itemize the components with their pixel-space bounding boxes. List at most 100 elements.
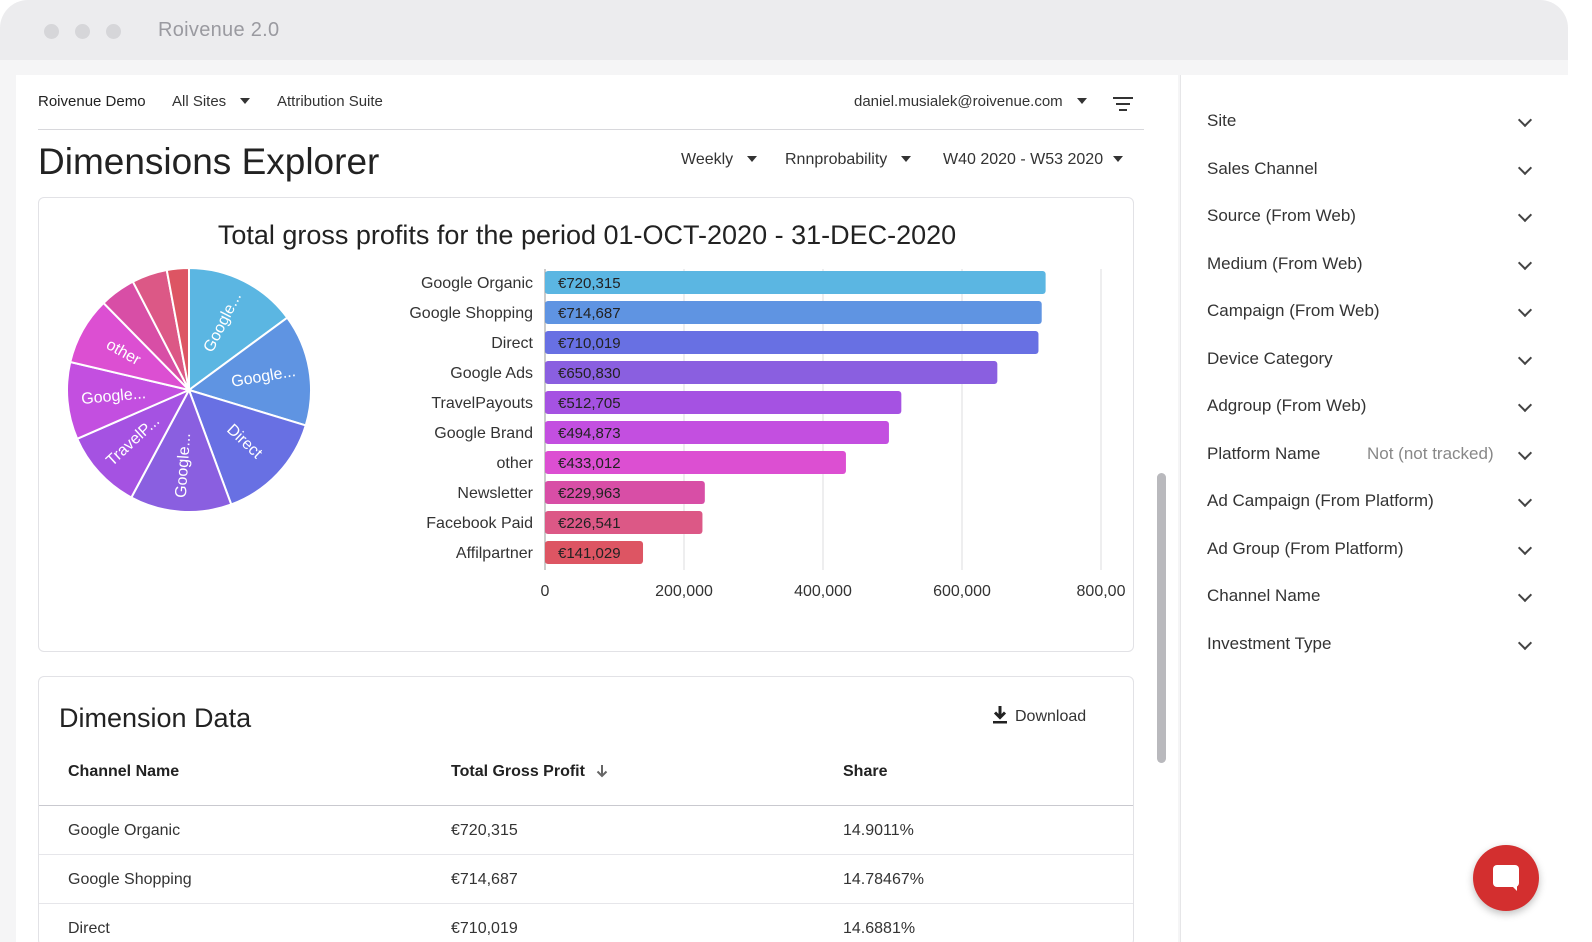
filter-label: Device Category xyxy=(1207,348,1333,368)
sites-label: All Sites xyxy=(172,93,227,110)
bar xyxy=(545,271,1046,294)
category-label: Affilpartner xyxy=(456,545,534,562)
filter-dropdown[interactable]: Investment Type xyxy=(1207,630,1547,660)
chevron-down-icon xyxy=(1517,540,1533,555)
top-nav: Roivenue Demo All Sites Attribution Suit… xyxy=(38,88,1144,130)
cell-share: 14.9011% xyxy=(843,822,914,839)
bar-data-label: €226,541 xyxy=(558,515,621,532)
column-header-label: Total Gross Profit xyxy=(451,763,585,780)
download-label: Download xyxy=(1015,708,1087,726)
column-header-total-gross-profit[interactable]: Total Gross Profit xyxy=(451,763,609,781)
filter-label: Platform Name xyxy=(1207,443,1321,463)
user-menu[interactable]: daniel.musialek@roivenue.com xyxy=(854,93,1087,110)
chevron-down-icon xyxy=(1517,350,1533,365)
close-window-icon[interactable] xyxy=(44,24,59,39)
filter-dropdown[interactable]: Ad Group (From Platform) xyxy=(1207,535,1547,565)
category-label: Google Organic xyxy=(421,275,533,292)
x-tick-label: 600,000 xyxy=(933,583,991,600)
bar-data-label: €710,019 xyxy=(558,335,621,352)
bar-data-label: €229,963 xyxy=(558,485,621,502)
cell-channel-name: Direct xyxy=(68,920,110,937)
bar xyxy=(545,331,1039,354)
chevron-down-icon xyxy=(1517,445,1533,460)
header-divider xyxy=(39,805,1133,806)
category-label: Direct xyxy=(491,335,533,352)
chevron-down-icon xyxy=(1517,635,1533,650)
bar xyxy=(545,541,644,564)
filter-dropdown[interactable]: Sales Channel xyxy=(1207,155,1547,185)
filter-label: Adgroup (From Web) xyxy=(1207,396,1367,415)
maximize-window-icon[interactable] xyxy=(106,24,121,39)
filter-label: Source (From Web) xyxy=(1207,206,1356,225)
page-title: Dimensions Explorer xyxy=(38,141,380,182)
cell-gross-profit: €714,687 xyxy=(451,871,518,888)
caret-down-icon xyxy=(747,155,758,162)
table-row[interactable]: Direct €710,019 14.6881% xyxy=(39,904,1133,942)
pie-slice-label: Google... xyxy=(81,385,147,408)
pie-slice xyxy=(75,387,192,499)
filter-label: Site xyxy=(1207,111,1237,130)
cell-share: 14.6881% xyxy=(843,920,916,937)
category-label: TravelPayouts xyxy=(431,395,533,412)
chevron-down-icon xyxy=(1517,160,1533,175)
table-row[interactable]: Google Shopping €714,687 14.78467% xyxy=(39,855,1133,904)
chevron-down-icon xyxy=(1517,397,1533,413)
pie-slice-label: Google... xyxy=(173,432,194,498)
filter-dropdown[interactable]: Medium (From Web) xyxy=(1207,250,1547,280)
model-value: Rnnprobability xyxy=(785,151,888,168)
bar-data-label: €714,687 xyxy=(558,305,621,322)
x-tick-label: 800,00 xyxy=(1077,583,1126,600)
filter-dropdown[interactable]: Adgroup (From Web) xyxy=(1207,392,1547,422)
filter-label: Campaign (From Web) xyxy=(1207,301,1380,320)
pie-slice xyxy=(187,388,307,506)
attribution-suite-link[interactable]: Attribution Suite xyxy=(277,93,383,110)
filter-label: Investment Type xyxy=(1207,633,1332,653)
x-tick-label: 200,000 xyxy=(655,583,713,600)
bar xyxy=(545,361,998,384)
table-row[interactable]: Google Organic €720,315 14.9011% xyxy=(39,806,1133,855)
column-header-share[interactable]: Share xyxy=(843,763,888,780)
category-label: Newsletter xyxy=(457,485,533,502)
cell-share: 14.78467% xyxy=(843,871,924,888)
period-type-select[interactable]: Weekly xyxy=(681,151,758,169)
filter-dropdown[interactable]: Channel Name xyxy=(1207,582,1547,612)
filter-dropdown[interactable]: Ad Campaign (From Platform) xyxy=(1207,487,1547,517)
scrollbar[interactable] xyxy=(1157,473,1166,763)
dimension-data-card: Dimension Data Download Channel Name Tot… xyxy=(38,676,1134,942)
category-label: Google Brand xyxy=(434,425,533,442)
bar xyxy=(545,301,1042,324)
chat-button[interactable] xyxy=(1473,845,1539,911)
column-header-channel-name[interactable]: Channel Name xyxy=(68,763,180,780)
filter-icon[interactable] xyxy=(1113,96,1133,112)
bar xyxy=(545,451,846,474)
chevron-down-icon xyxy=(1517,112,1533,128)
date-range-value: W40 2020 - W53 2020 xyxy=(943,151,1104,168)
filter-selected-value: Not (not tracked) xyxy=(1367,443,1494,463)
bar-data-label: €433,012 xyxy=(558,455,621,472)
gross-profit-chart: 0 200,000 400,000 600,000 800,00 €720,315 Goog… xyxy=(66,266,1126,600)
download-icon xyxy=(993,706,1007,724)
filter-dropdown[interactable]: Site xyxy=(1207,107,1547,137)
filter-dropdown[interactable]: Platform Name Not (not tracked) xyxy=(1207,440,1547,470)
download-button[interactable]: Download xyxy=(991,706,1087,727)
filter-label: Channel Name xyxy=(1207,586,1321,605)
filter-dropdown[interactable]: Campaign (From Web) xyxy=(1207,297,1547,327)
caret-down-icon xyxy=(1076,98,1087,105)
minimize-window-icon[interactable] xyxy=(75,24,90,39)
cell-gross-profit: €720,315 xyxy=(451,822,518,839)
period-type-value: Weekly xyxy=(681,151,734,168)
pie-slice xyxy=(188,266,289,392)
category-label: other xyxy=(497,455,534,472)
filter-dropdown[interactable]: Source (From Web) xyxy=(1207,202,1547,232)
sites-dropdown[interactable]: All Sites xyxy=(172,93,251,110)
model-select[interactable]: Rnnprobability xyxy=(785,151,912,169)
bar xyxy=(545,391,902,414)
date-range-select[interactable]: W40 2020 - W53 2020 xyxy=(943,151,1124,169)
chevron-down-icon xyxy=(1517,492,1533,508)
caret-down-icon xyxy=(901,155,912,162)
bar-data-label: €512,705 xyxy=(558,395,621,412)
filter-label: Sales Channel xyxy=(1207,158,1318,178)
account-name[interactable]: Roivenue Demo xyxy=(38,93,146,110)
pie-slice xyxy=(165,266,190,391)
filter-dropdown[interactable]: Device Category xyxy=(1207,345,1547,375)
